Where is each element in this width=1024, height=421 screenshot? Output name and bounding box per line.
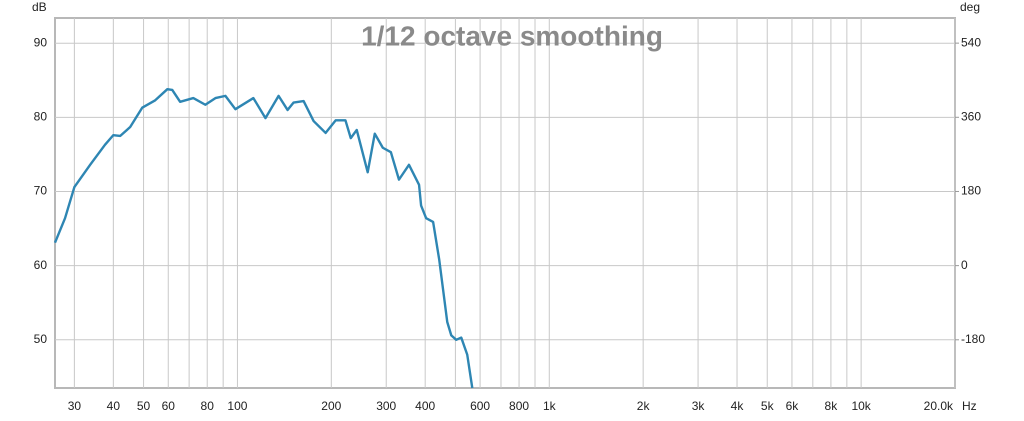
y-axis-label: dB: [32, 0, 47, 14]
x-tick-label: 60: [162, 399, 176, 413]
x-tick-label: 300: [376, 399, 396, 413]
x-tick-label: 10k: [851, 399, 871, 413]
x-tick-label: 50: [137, 399, 151, 413]
x-tick-label: 800: [509, 399, 529, 413]
x-tick-label: 40: [107, 399, 121, 413]
plot-area: [54, 17, 956, 389]
y-tick-label: 70: [34, 184, 48, 198]
y-tick-label: 50: [34, 332, 48, 346]
x-tick-label: 5k: [761, 399, 775, 413]
x-tick-label: 600: [470, 399, 490, 413]
y2-tick-label: 360: [961, 109, 981, 123]
x-tick-label: 1k: [543, 399, 557, 413]
y2-tick-label: -180: [961, 332, 985, 346]
x-tick-label: 3k: [692, 399, 706, 413]
chart-title: 1/12 octave smoothing: [361, 20, 663, 51]
y-tick-label: 60: [34, 258, 48, 272]
x-tick-label: 30: [68, 399, 82, 413]
x-tick-label: 20.0k: [924, 399, 954, 413]
x-tick-label: 80: [201, 399, 215, 413]
y2-tick-label: 0: [961, 258, 968, 272]
x-tick-label: 200: [321, 399, 341, 413]
y2-tick-label: 540: [961, 35, 981, 49]
response-line: [53, 87, 474, 389]
x-tick-label: 4k: [731, 399, 745, 413]
x-tick-label: 2k: [637, 399, 651, 413]
x-tick-label: 6k: [786, 399, 800, 413]
y-tick-label: 80: [34, 110, 48, 124]
y2-axis-label: deg: [960, 0, 980, 14]
x-tick-label: 100: [227, 399, 247, 413]
x-tick-label: 400: [415, 399, 435, 413]
x-axis-label: Hz: [962, 399, 977, 413]
y2-tick-label: 180: [961, 184, 981, 198]
x-tick-label: 8k: [825, 399, 839, 413]
y-tick-label: 90: [34, 35, 48, 49]
grid: [55, 18, 956, 388]
